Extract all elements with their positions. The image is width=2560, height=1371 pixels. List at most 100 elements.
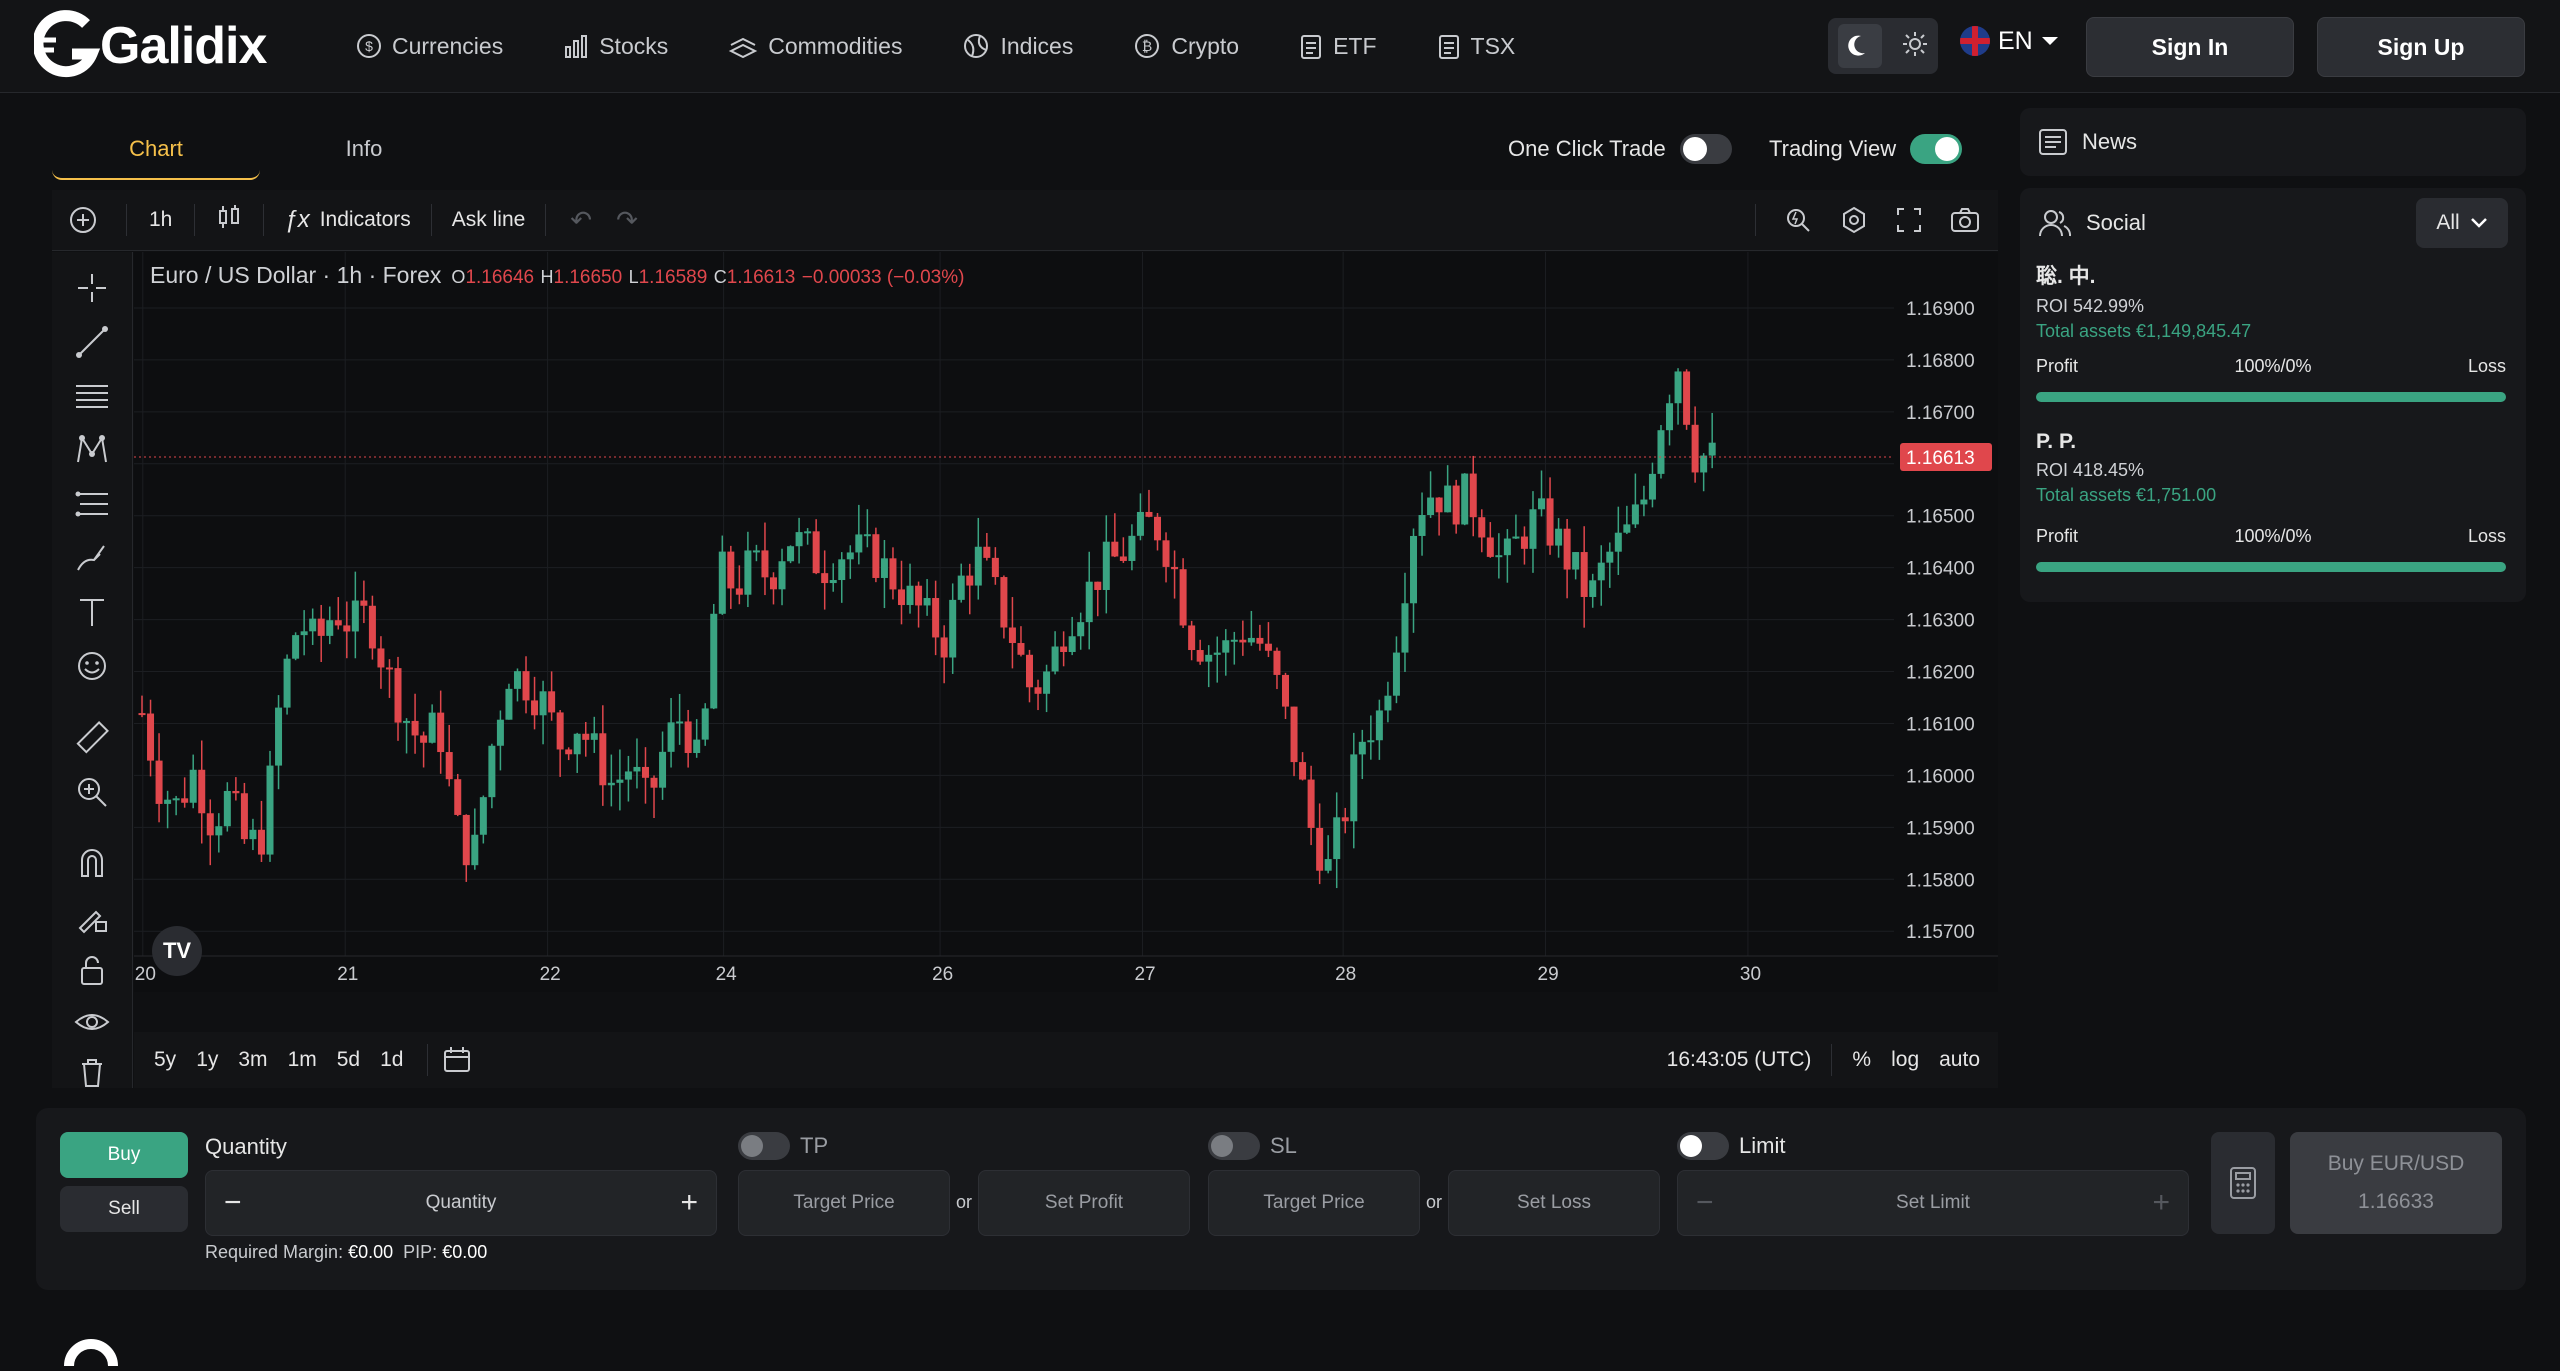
- calculator-button[interactable]: [2211, 1132, 2275, 1234]
- social-filter-dropdown[interactable]: All: [2416, 198, 2508, 248]
- candle-body: [147, 713, 155, 761]
- clipboard-icon: [1438, 35, 1459, 59]
- sl-toggle[interactable]: SL: [1208, 1132, 1297, 1160]
- sl-target-price-input[interactable]: Target Price: [1208, 1170, 1420, 1236]
- nav-etf[interactable]: ETF: [1269, 22, 1406, 70]
- limit-toggle[interactable]: Limit: [1677, 1132, 1785, 1160]
- text-tool-icon[interactable]: [72, 592, 112, 632]
- required-margin-label: Required Margin:: [205, 1242, 344, 1262]
- candle-body: [804, 531, 812, 534]
- social-user-card[interactable]: 聡. 中. ROI 542.99% Total assets €1,149,84…: [2036, 260, 2251, 342]
- trading-view-label: Trading View: [1769, 136, 1897, 161]
- nav-stocks[interactable]: Stocks: [533, 22, 698, 70]
- range-button-1y[interactable]: 1y: [196, 1048, 219, 1071]
- limit-input[interactable]: Set Limit: [1896, 1192, 1970, 1213]
- range-button-5d[interactable]: 5d: [336, 1048, 361, 1071]
- nav-currencies[interactable]: $ Currencies: [326, 22, 533, 70]
- sell-side-button[interactable]: Sell: [60, 1186, 188, 1232]
- candle-body: [471, 834, 479, 866]
- quick-search-icon[interactable]: [1784, 206, 1812, 234]
- log-scale-button[interactable]: log: [1891, 1048, 1920, 1071]
- sign-up-button[interactable]: Sign Up: [2317, 17, 2525, 77]
- horizontal-lines-icon[interactable]: [72, 376, 112, 416]
- trash-icon[interactable]: [72, 1052, 112, 1092]
- limit-switch[interactable]: [1677, 1132, 1729, 1160]
- sl-switch[interactable]: [1208, 1132, 1260, 1160]
- candlestick-chart[interactable]: 1.169001.168001.167001.166001.165001.164…: [134, 252, 1998, 992]
- range-button-3m[interactable]: 3m: [238, 1048, 268, 1071]
- tab-chart[interactable]: Chart: [52, 120, 260, 180]
- minus-icon[interactable]: −: [224, 1186, 242, 1219]
- high-label: H: [540, 267, 554, 287]
- ruler-icon[interactable]: [72, 718, 112, 758]
- crosshair-icon[interactable]: [72, 268, 112, 308]
- tp-set-profit-input[interactable]: Set Profit: [978, 1170, 1190, 1236]
- language-selector[interactable]: EN: [1960, 26, 2059, 56]
- tab-info[interactable]: Info: [345, 136, 383, 161]
- tp-target-price-input[interactable]: Target Price: [738, 1170, 950, 1236]
- buy-side-button[interactable]: Buy: [60, 1132, 188, 1178]
- nav-indices[interactable]: Indices: [932, 22, 1103, 70]
- candle-body: [650, 777, 658, 788]
- buy-submit-button[interactable]: Buy EUR/USD 1.16633: [2290, 1132, 2502, 1234]
- range-buttons: 5y 1y 3m 1m 5d 1d: [144, 1048, 413, 1072]
- range-button-1d[interactable]: 1d: [380, 1048, 404, 1071]
- eye-icon[interactable]: [72, 1002, 112, 1042]
- quantity-stepper[interactable]: − Quantity +: [205, 1170, 717, 1236]
- magnet-icon[interactable]: [72, 842, 112, 882]
- undo-icon[interactable]: ↶: [570, 204, 593, 235]
- plus-icon[interactable]: +: [680, 1186, 698, 1219]
- tradingview-logo-icon[interactable]: TV: [152, 926, 202, 976]
- emoji-icon[interactable]: [72, 646, 112, 686]
- sign-in-button[interactable]: Sign In: [2086, 17, 2294, 77]
- one-click-trade-switch[interactable]: [1679, 134, 1732, 164]
- interval-button[interactable]: 1h: [149, 208, 173, 231]
- social-user-card[interactable]: P. P. ROI 418.45% Total assets €1,751.00: [2036, 430, 2216, 506]
- fib-retracement-icon[interactable]: [72, 484, 112, 524]
- user-roi: ROI 418.45%: [2036, 460, 2145, 480]
- price-chart[interactable]: 1.169001.168001.167001.166001.165001.164…: [134, 252, 1998, 992]
- zoom-in-icon[interactable]: [72, 772, 112, 812]
- candle-body: [846, 552, 854, 560]
- candle-body: [240, 793, 248, 840]
- candle-body: [1111, 541, 1119, 557]
- quantity-input[interactable]: Quantity: [425, 1192, 497, 1213]
- settings-icon[interactable]: [1840, 206, 1868, 234]
- percent-scale-button[interactable]: %: [1852, 1048, 1872, 1071]
- sl-set-loss-input[interactable]: Set Loss: [1448, 1170, 1660, 1236]
- tp-toggle[interactable]: TP: [738, 1132, 828, 1160]
- nav-crypto[interactable]: ₿ Crypto: [1103, 22, 1269, 70]
- candle-body: [616, 779, 624, 783]
- chart-type-button[interactable]: [207, 203, 251, 237]
- dark-mode-button[interactable]: [1838, 24, 1882, 68]
- brush-icon[interactable]: [72, 538, 112, 578]
- trading-view-switch[interactable]: [1910, 134, 1963, 164]
- redo-icon[interactable]: ↷: [616, 204, 638, 235]
- limit-stepper[interactable]: − Set Limit +: [1677, 1170, 2189, 1236]
- range-button-5y[interactable]: 5y: [154, 1048, 177, 1071]
- trading-view-toggle[interactable]: Trading View: [1769, 134, 1963, 164]
- ask-line-button[interactable]: Ask line: [451, 208, 526, 231]
- tp-switch[interactable]: [738, 1132, 790, 1160]
- news-panel[interactable]: News: [2020, 108, 2526, 176]
- lock-drawing-icon[interactable]: [72, 896, 112, 936]
- plus-icon[interactable]: +: [2152, 1186, 2170, 1219]
- calendar-icon[interactable]: [442, 1045, 472, 1075]
- brand-logo[interactable]: Galidix: [34, 10, 267, 82]
- fullscreen-icon[interactable]: [1896, 207, 1922, 233]
- minus-icon[interactable]: −: [1696, 1186, 1714, 1219]
- lock-icon[interactable]: [72, 950, 112, 990]
- trend-line-icon[interactable]: [72, 322, 112, 362]
- theme-toggle[interactable]: [1828, 18, 1938, 74]
- y-tick-label: 1.16900: [1906, 299, 1975, 320]
- auto-scale-button[interactable]: auto: [1939, 1048, 1980, 1071]
- light-mode-button[interactable]: [1902, 31, 1928, 62]
- nav-tsx[interactable]: TSX: [1407, 22, 1546, 70]
- indicators-button[interactable]: ƒx Indicators: [276, 206, 418, 234]
- one-click-trade-toggle[interactable]: One Click Trade: [1508, 134, 1732, 164]
- pattern-icon[interactable]: [72, 430, 112, 470]
- camera-icon[interactable]: [1950, 207, 1980, 233]
- add-symbol-button[interactable]: [52, 205, 114, 235]
- range-button-1m[interactable]: 1m: [287, 1048, 317, 1071]
- nav-commodities[interactable]: Commodities: [698, 22, 932, 70]
